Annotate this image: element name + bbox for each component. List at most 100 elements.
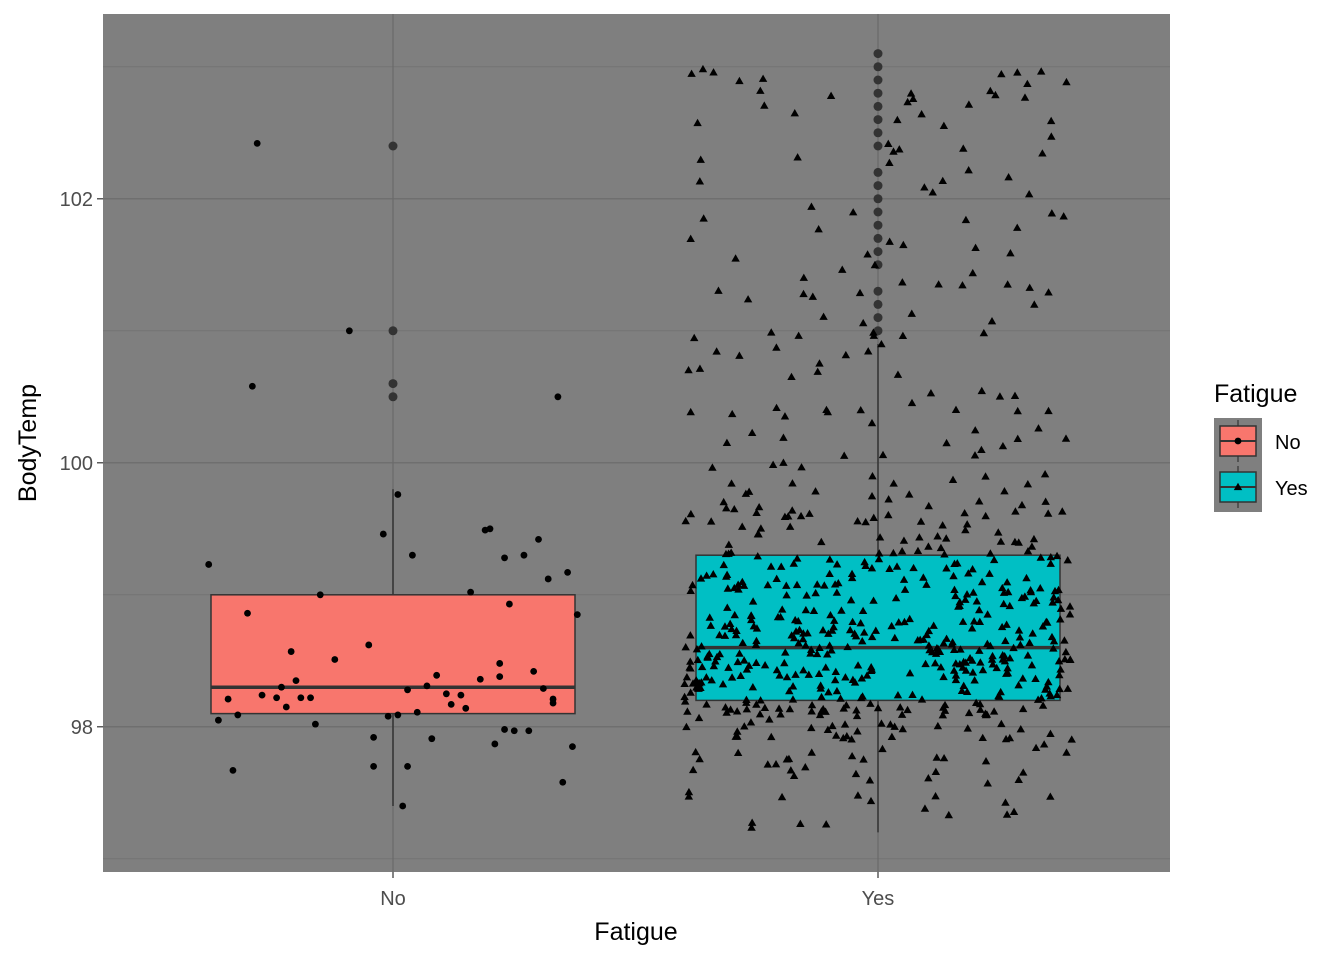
- point-layer: [205, 64, 1076, 831]
- data-point-yes: [803, 629, 812, 637]
- data-point-yes: [852, 706, 861, 714]
- data-point-yes: [735, 649, 744, 657]
- data-point-yes: [682, 722, 691, 731]
- data-point-no: [409, 551, 416, 559]
- data-point-yes: [751, 640, 761, 649]
- data-point-yes: [686, 407, 695, 416]
- data-point-yes: [997, 719, 1006, 728]
- data-point-yes: [903, 705, 912, 714]
- data-point-yes: [942, 534, 951, 542]
- data-point-yes: [832, 588, 842, 596]
- data-point-yes: [718, 679, 728, 688]
- data-point-yes: [962, 687, 972, 695]
- data-point-yes: [848, 208, 858, 216]
- data-point-yes: [1046, 116, 1056, 125]
- data-point-yes: [899, 536, 909, 544]
- data-point-yes: [900, 617, 909, 626]
- data-point-yes: [868, 471, 877, 480]
- outlier-point: [388, 379, 398, 389]
- data-point-no: [345, 327, 353, 335]
- data-point-yes: [924, 626, 934, 635]
- data-point-yes: [730, 610, 739, 619]
- data-point-yes: [832, 560, 842, 568]
- data-point-yes: [695, 364, 705, 372]
- data-point-yes: [722, 438, 732, 446]
- data-point-yes: [746, 718, 756, 726]
- data-point-yes: [998, 441, 1008, 450]
- data-point-yes: [1002, 810, 1012, 818]
- data-point-yes: [1025, 283, 1034, 291]
- data-point-yes: [739, 581, 749, 589]
- data-point-yes: [727, 673, 737, 681]
- data-point-yes: [998, 651, 1007, 659]
- data-point-yes: [696, 574, 706, 582]
- data-point-yes: [929, 621, 938, 629]
- data-point-yes: [727, 624, 736, 633]
- data-point-yes: [970, 676, 979, 684]
- data-point-yes: [848, 617, 857, 626]
- data-point-yes: [1003, 663, 1012, 672]
- data-point-yes: [878, 450, 888, 459]
- data-point-yes: [1056, 615, 1065, 623]
- data-point-no: [491, 740, 499, 748]
- data-point-no: [549, 699, 557, 707]
- data-point-yes: [699, 214, 708, 222]
- data-point-yes: [799, 289, 808, 298]
- data-point-yes: [753, 529, 763, 538]
- data-point-yes: [755, 710, 765, 718]
- data-point-yes: [869, 596, 878, 604]
- data-point-yes: [820, 581, 829, 589]
- data-point-yes: [1058, 507, 1067, 515]
- data-point-yes: [748, 682, 758, 691]
- data-point-yes: [867, 632, 877, 641]
- data-point-yes: [900, 585, 910, 593]
- data-point-yes: [840, 720, 850, 728]
- data-point-yes: [1003, 280, 1012, 288]
- data-point-yes: [867, 418, 877, 427]
- data-point-yes: [786, 766, 796, 774]
- data-point-yes: [1038, 149, 1047, 157]
- data-point-no: [312, 720, 319, 728]
- data-point-yes: [1041, 685, 1050, 693]
- data-point-yes: [853, 791, 863, 799]
- data-point-yes: [869, 513, 878, 522]
- data-point-yes: [931, 792, 940, 800]
- data-point-yes: [818, 626, 828, 634]
- outlier-point: [873, 167, 883, 177]
- data-point-yes: [774, 704, 784, 712]
- data-point-yes: [796, 819, 805, 827]
- data-point-yes: [724, 663, 733, 671]
- data-point-yes: [723, 584, 733, 592]
- data-point-yes: [1054, 657, 1064, 665]
- data-point-yes: [839, 704, 848, 712]
- data-point-yes: [940, 550, 949, 558]
- data-point-yes: [989, 555, 999, 564]
- box-no: [210, 594, 576, 715]
- data-point-yes: [957, 686, 967, 694]
- data-point-yes: [977, 577, 987, 586]
- data-point-yes: [841, 350, 851, 359]
- data-point-yes: [932, 753, 941, 761]
- data-point-yes: [822, 405, 831, 414]
- data-point-yes: [885, 564, 894, 572]
- data-point-yes: [814, 669, 824, 678]
- data-point-yes: [866, 663, 876, 671]
- data-point-yes: [720, 622, 730, 630]
- data-point-yes: [968, 268, 977, 277]
- data-point-yes: [1025, 638, 1034, 647]
- data-point-yes: [860, 628, 869, 636]
- data-point-yes: [938, 176, 947, 185]
- data-point-yes: [887, 621, 896, 630]
- data-point-yes: [1026, 585, 1035, 594]
- data-point-yes: [906, 89, 916, 97]
- data-point-yes: [788, 695, 798, 703]
- data-point-yes: [1049, 637, 1059, 645]
- data-point-yes: [1013, 68, 1022, 76]
- x-tick-label: No: [380, 888, 406, 910]
- data-point-yes: [907, 398, 917, 407]
- data-point-yes: [1017, 593, 1027, 602]
- data-point-yes: [859, 318, 868, 327]
- data-point-yes: [1044, 677, 1053, 686]
- data-point-yes: [826, 91, 836, 100]
